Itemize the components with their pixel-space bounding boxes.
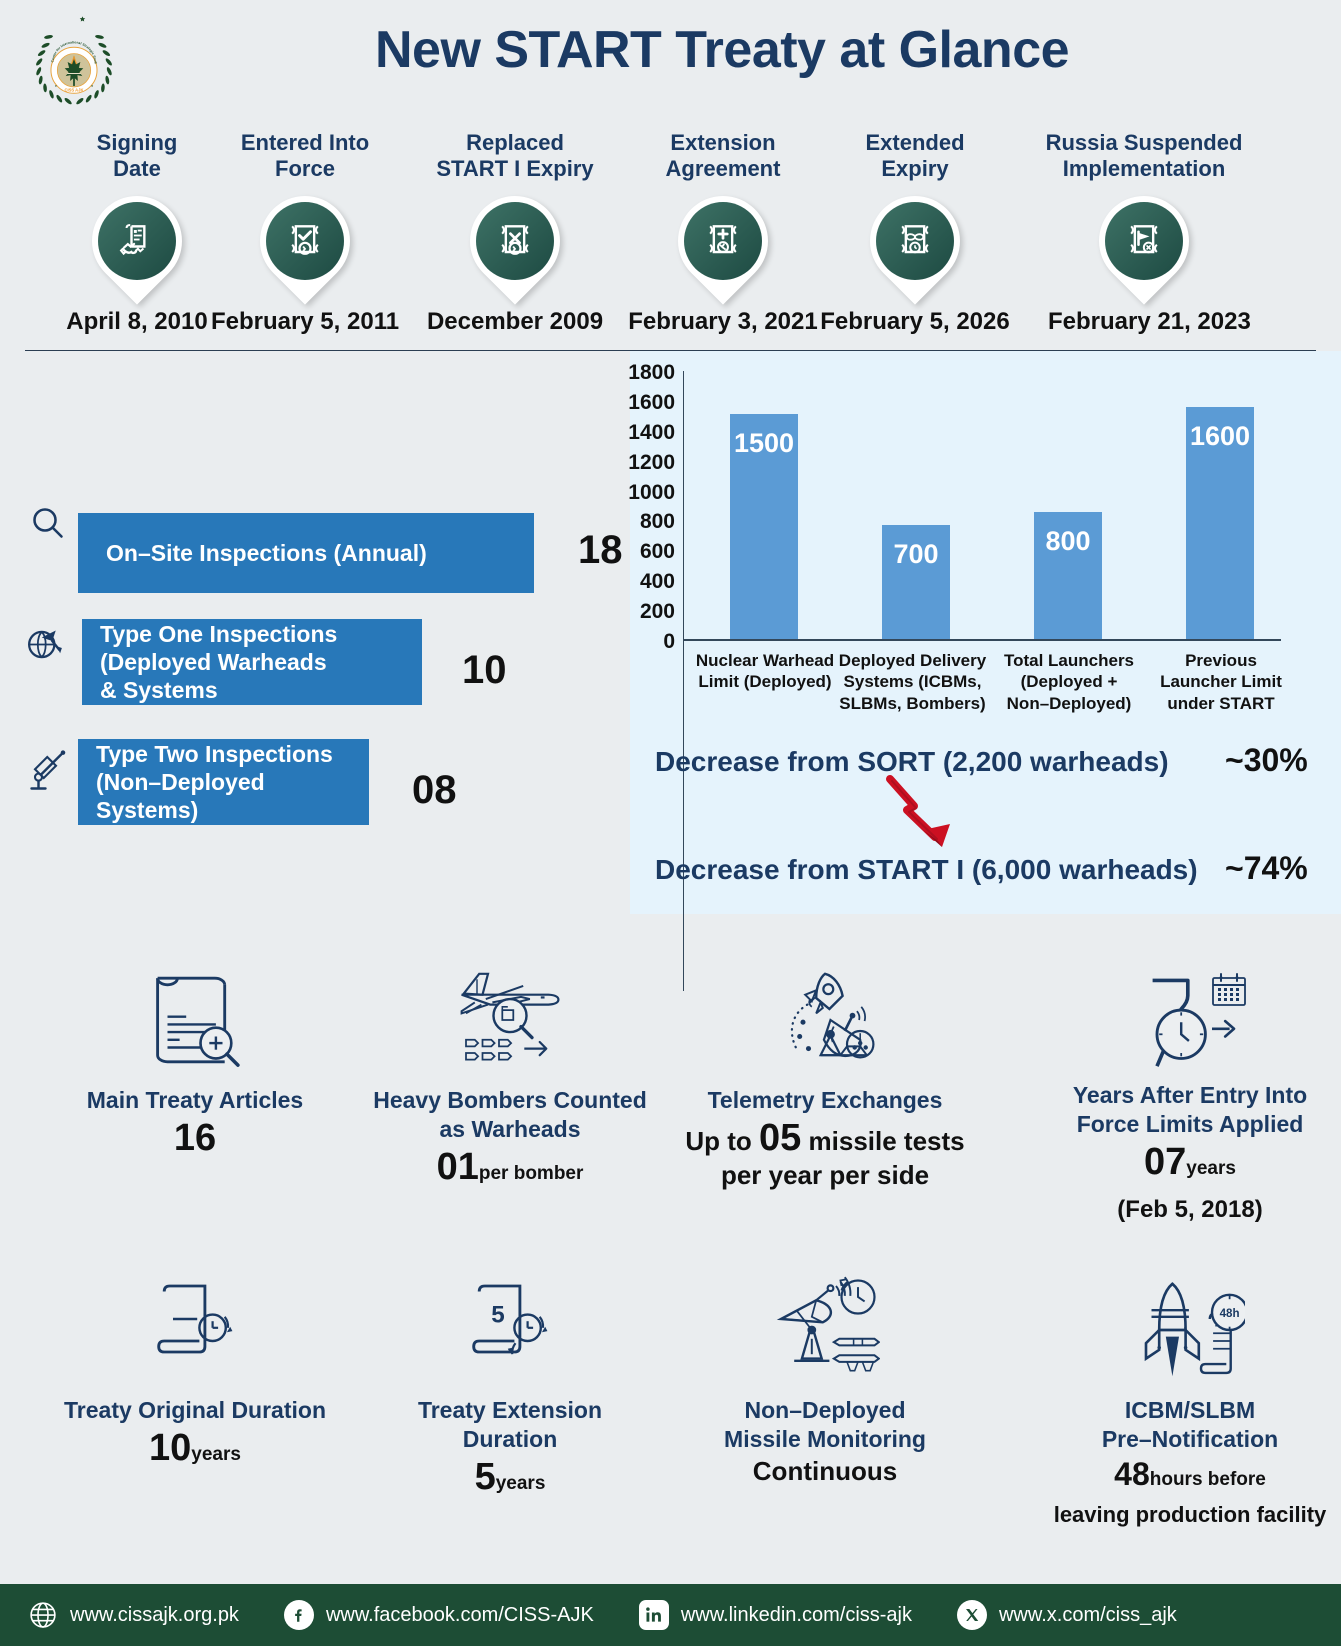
svg-text:CISS AJK: CISS AJK	[64, 87, 83, 92]
svg-text:5: 5	[491, 1301, 504, 1328]
svg-text:48h: 48h	[1220, 1308, 1240, 1320]
